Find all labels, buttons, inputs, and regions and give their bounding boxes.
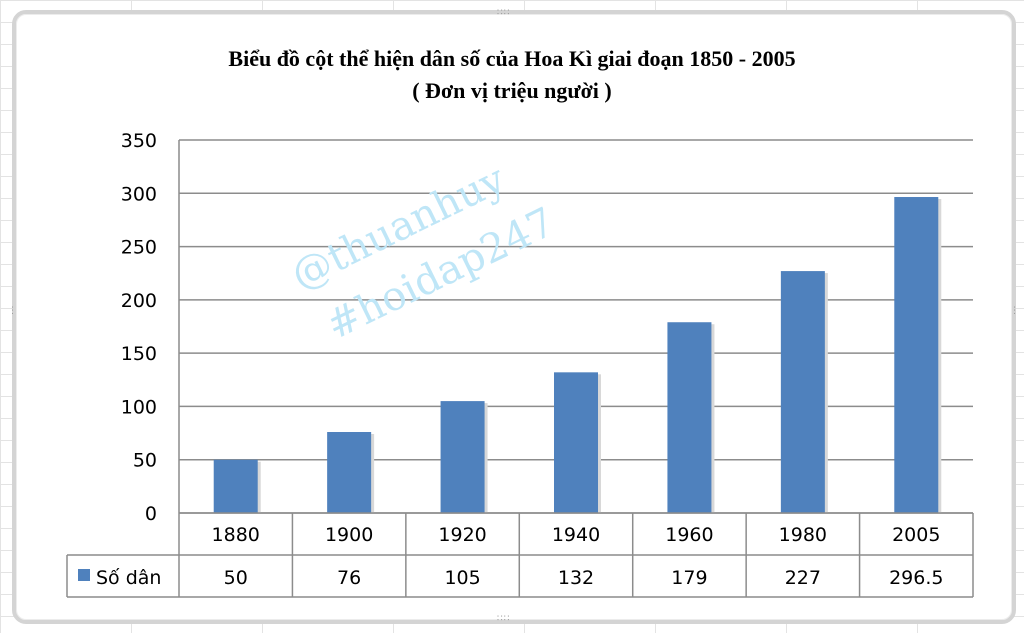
- bar-1920: [440, 401, 485, 513]
- x-category-label: 1920: [438, 524, 486, 546]
- bar-1880: [213, 459, 258, 513]
- data-table-value: 132: [558, 567, 594, 589]
- y-axis-ticks: 0 50 100 150 200 250 300 350: [121, 130, 157, 525]
- y-tick-label: 0: [145, 503, 157, 525]
- chart-title: Biểu đồ cột thể hiện dân số của Hoa Kì g…: [228, 46, 795, 71]
- x-category-label: 1960: [665, 524, 713, 546]
- bar-1900: [327, 432, 372, 513]
- resize-handle-right[interactable]: ⋮: [1010, 306, 1020, 316]
- chart-subtitle: ( Đơn vị triệu người ): [412, 78, 612, 103]
- legend-key-icon: [78, 569, 90, 581]
- data-table-value: 179: [671, 567, 707, 589]
- resize-handle-left[interactable]: ⋮: [8, 306, 18, 316]
- bar-1980: [780, 271, 825, 513]
- data-table-value: 296.5: [889, 567, 943, 589]
- data-table-value: 76: [337, 567, 361, 589]
- y-tick-label: 50: [133, 450, 157, 472]
- legend-series-name: Số dân: [96, 567, 161, 589]
- bars: [213, 197, 942, 513]
- x-category-label: 1880: [212, 524, 260, 546]
- resize-handle-bottom[interactable]: ∷∷: [497, 614, 511, 624]
- data-table-value: 50: [224, 567, 248, 589]
- x-category-label: 1900: [325, 524, 373, 546]
- x-category-label: 1940: [552, 524, 600, 546]
- watermark: @thuanhuy #hoidap247: [284, 156, 562, 349]
- y-tick-label: 200: [121, 290, 157, 312]
- data-table-value: 105: [444, 567, 480, 589]
- y-tick-label: 150: [121, 343, 157, 365]
- bar-1940: [554, 372, 598, 513]
- data-table-value: 227: [785, 567, 821, 589]
- x-category-label: 1980: [779, 524, 827, 546]
- x-category-label: 2005: [892, 524, 940, 546]
- bar-2005: [894, 197, 939, 513]
- y-tick-label: 300: [121, 183, 157, 205]
- resize-handle-top[interactable]: ∷∷: [497, 8, 511, 18]
- data-table: 1880 50 1900 76 1920 105 1940 132 1960 179 1980 227…: [66, 512, 974, 598]
- y-tick-label: 100: [121, 396, 157, 418]
- bar-1960: [667, 322, 712, 513]
- y-tick-label: 350: [121, 130, 157, 152]
- y-tick-label: 250: [121, 237, 157, 259]
